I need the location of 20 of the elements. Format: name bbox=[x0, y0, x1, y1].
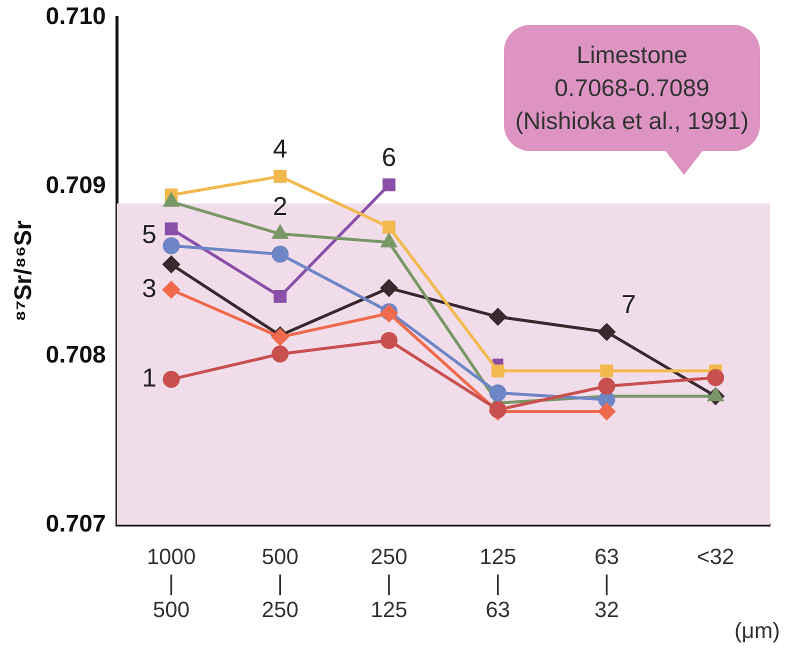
y-tick-label: 0.707 bbox=[46, 510, 106, 538]
y-tick-label: 0.709 bbox=[46, 172, 106, 200]
x-tick-label: 63 | 32 bbox=[594, 544, 619, 622]
band-label: Limestone 0.7068-0.7089 (Nishioka et al., 1991) bbox=[514, 40, 750, 137]
x-tick-label: 1000 | 500 bbox=[146, 544, 196, 622]
y-tick-label: 0.708 bbox=[46, 341, 106, 368]
x-tick-label: <32 bbox=[696, 544, 734, 570]
x-tick-label: 250 | 125 bbox=[370, 544, 408, 622]
series-label: 3 bbox=[142, 272, 157, 303]
series-label: 7 bbox=[621, 289, 636, 320]
series-label: 5 bbox=[142, 218, 157, 249]
y-tick-label: 0.710 bbox=[46, 3, 106, 30]
x-axis-title: (μm) bbox=[734, 618, 780, 644]
y-axis-title: ⁸⁷Sr/⁸⁶Sr bbox=[10, 220, 38, 322]
x-tick-label: 500 | 250 bbox=[262, 544, 299, 622]
series-label: 2 bbox=[272, 191, 288, 222]
x-tick-label: 125 | 63 bbox=[480, 544, 516, 622]
series-label: 4 bbox=[272, 134, 288, 164]
series-label: 6 bbox=[382, 142, 396, 172]
series-label: 1 bbox=[142, 362, 157, 393]
